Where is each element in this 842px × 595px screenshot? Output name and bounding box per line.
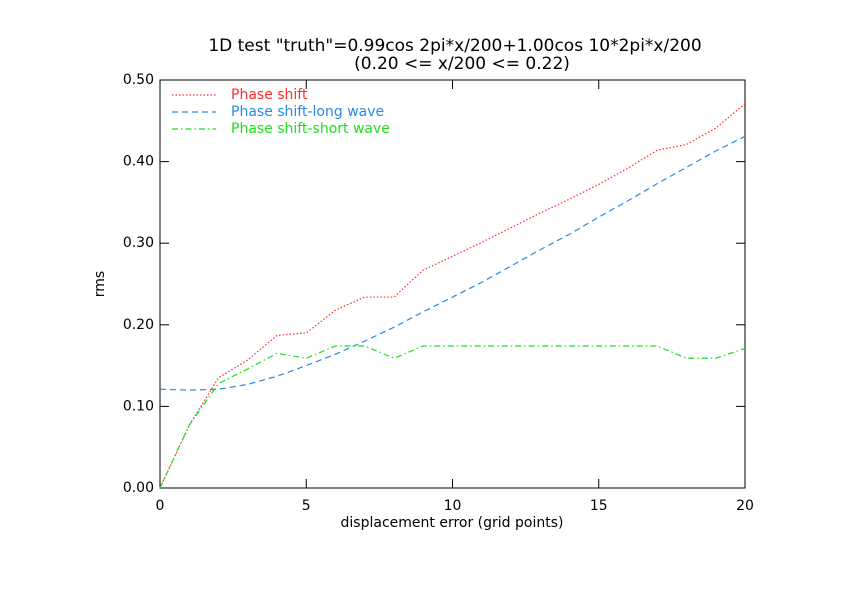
legend-label: Phase shift-long wave bbox=[231, 104, 384, 120]
x-tick-label: 15 bbox=[590, 498, 608, 514]
chart-title: 1D test "truth"=0.99cos 2pi*x/200+1.00co… bbox=[208, 36, 701, 56]
chart-subtitle: (0.20 <= x/200 <= 0.22) bbox=[354, 54, 570, 74]
y-tick-label: 0.20 bbox=[123, 317, 154, 333]
y-tick-label: 0.30 bbox=[123, 235, 154, 251]
legend-label: Phase shift bbox=[231, 87, 308, 103]
y-tick-label: 0.40 bbox=[123, 154, 154, 170]
y-axis-label: rms bbox=[92, 271, 108, 297]
legend-label: Phase shift-short wave bbox=[231, 121, 390, 137]
x-tick-label: 0 bbox=[156, 498, 165, 514]
y-tick-label: 0.10 bbox=[123, 398, 154, 414]
data-line bbox=[159, 103, 746, 489]
data-line bbox=[159, 345, 746, 489]
x-tick-label: 10 bbox=[444, 498, 462, 514]
y-tick-label: 0.50 bbox=[123, 72, 154, 88]
data-line bbox=[159, 135, 746, 391]
x-axis-label: displacement error (grid points) bbox=[341, 515, 564, 531]
y-tick-label: 0.00 bbox=[123, 480, 154, 496]
x-tick-label: 5 bbox=[302, 498, 311, 514]
x-tick-label: 20 bbox=[736, 498, 754, 514]
